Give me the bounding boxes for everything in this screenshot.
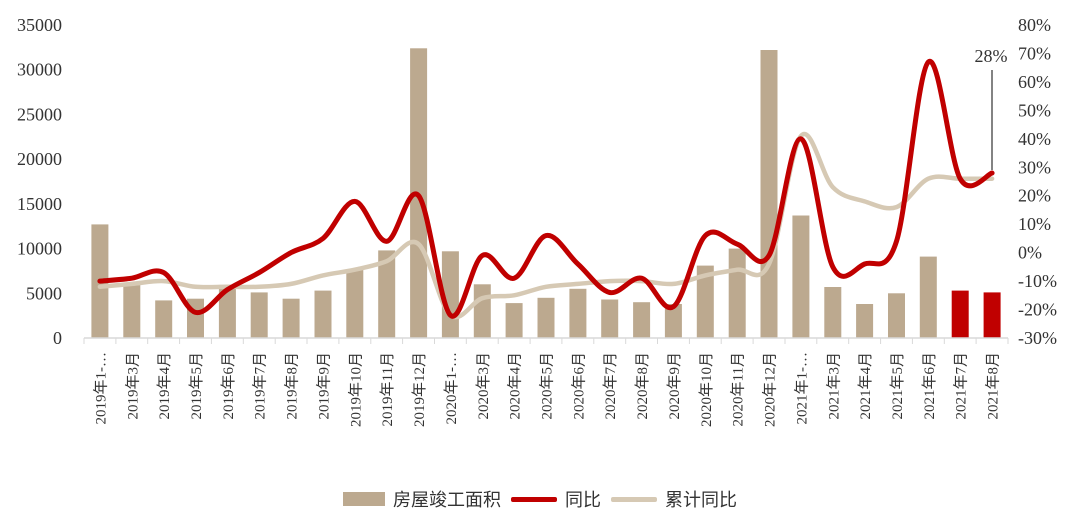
right-axis-tick-label: 30% — [1018, 157, 1051, 177]
legend-item-completion-area: 房屋竣工面积 — [343, 486, 501, 512]
completion-area-bar — [473, 284, 491, 338]
completion-area-bar — [760, 50, 778, 338]
x-axis-label: 2021年6月 — [921, 352, 938, 420]
x-axis-label: 2021年8月 — [985, 352, 1002, 420]
x-axis-label: 2020年4月 — [507, 352, 524, 420]
cumulative-yoy-line — [97, 131, 995, 320]
right-axis-tick-label: 80% — [1018, 15, 1051, 35]
completion-area-bar — [250, 292, 268, 338]
x-axis-label: 2019年5月 — [188, 352, 205, 420]
completion-area-bar — [314, 290, 332, 338]
x-axis-label: 2019年8月 — [284, 352, 301, 420]
right-axis-tick-label: 20% — [1018, 186, 1051, 206]
completion-area-bar — [537, 297, 555, 338]
completion-area-bar — [728, 248, 746, 338]
x-axis-label: 2019年4月 — [156, 352, 173, 420]
completion-area-bar — [601, 299, 619, 338]
x-axis-label: 2019年9月 — [316, 352, 333, 420]
completion-area-bar — [155, 300, 173, 338]
right-axis-tick-label: 60% — [1018, 72, 1051, 92]
completion-area-bar — [505, 303, 523, 338]
legend-yoy-line-swatch — [511, 496, 557, 502]
legend-label-yoy: 同比 — [565, 490, 601, 510]
legend-item-yoy: 同比 — [511, 486, 601, 512]
completion-area-bar — [888, 293, 905, 338]
x-axis-label: 2020年6月 — [570, 352, 587, 420]
annotation-label: 28% — [975, 46, 1008, 66]
completion-area-bar — [696, 265, 714, 338]
right-axis-tick-label: 10% — [1018, 214, 1051, 234]
x-axis-label: 2020年5月 — [539, 352, 556, 420]
right-axis-tick-label: -30% — [1018, 328, 1057, 348]
left-axis-tick-label: 0 — [53, 328, 62, 348]
x-axis-label: 2019年6月 — [220, 352, 237, 420]
x-axis-label: 2019年11月 — [379, 352, 396, 426]
left-axis-tick-label: 30000 — [17, 60, 62, 80]
x-axis-label: 2020年1-… — [443, 352, 460, 425]
x-axis-label: 2021年1-… — [793, 352, 810, 425]
x-axis-label: 2019年10月 — [347, 352, 364, 427]
x-axis-label: 2019年1-… — [92, 352, 109, 425]
right-axis-tick-label: -10% — [1018, 271, 1057, 291]
x-axis-label: 2019年7月 — [252, 352, 269, 420]
plot-area: 0 5000 10000 15000 20000 25000 30000 35000 80% 70… — [17, 15, 1057, 427]
completion-area-bar — [919, 256, 937, 338]
completion-area-bar — [951, 290, 969, 338]
completion-area-bar — [346, 270, 364, 338]
left-axis-tick-label: 5000 — [26, 283, 62, 303]
right-axis-tick-label: 0% — [1018, 243, 1042, 263]
legend: 房屋竣工面积 同比 累计同比 — [0, 486, 1080, 512]
completion-area-bar — [983, 292, 1001, 338]
left-axis-tick-label: 20000 — [17, 149, 62, 169]
right-axis-tick-label: 40% — [1018, 129, 1051, 149]
right-axis-tick-label: 50% — [1018, 100, 1051, 120]
completion-area-bar — [378, 250, 396, 338]
completion-area-bar — [123, 284, 141, 338]
x-axis-label: 2020年10月 — [698, 352, 715, 427]
x-axis-label: 2020年8月 — [634, 352, 651, 420]
left-axis-tick-label: 25000 — [17, 104, 62, 124]
completion-area-bar — [218, 287, 236, 338]
legend-label-cumulative-yoy: 累计同比 — [665, 490, 737, 510]
completion-area-bar — [282, 298, 300, 338]
completion-area-bar — [856, 304, 874, 338]
x-axis-label: 2020年7月 — [602, 352, 619, 420]
x-axis-label: 2020年3月 — [475, 352, 492, 420]
x-axis-label: 2019年12月 — [411, 352, 428, 427]
x-axis-label: 2020年9月 — [666, 352, 683, 420]
completion-area-bar — [792, 215, 810, 338]
x-axis-label: 2021年3月 — [825, 352, 842, 420]
legend-cum-line-swatch — [611, 496, 657, 502]
left-axis-tick-label: 15000 — [17, 194, 62, 214]
x-axis-label: 2019年3月 — [124, 352, 141, 420]
yoy-line — [97, 59, 995, 319]
x-axis-label: 2020年12月 — [762, 352, 779, 427]
right-axis-tick-label: 70% — [1018, 44, 1051, 64]
left-axis-tick-label: 35000 — [17, 15, 62, 35]
x-axis-label: 2021年7月 — [953, 352, 970, 420]
completion-area-bar — [569, 288, 587, 338]
legend-item-cumulative-yoy: 累计同比 — [611, 486, 737, 512]
completion-area-bar — [664, 304, 682, 338]
x-axis-label: 2020年11月 — [730, 352, 747, 426]
x-axis-label: 2021年4月 — [857, 352, 874, 420]
x-axis-label: 2021年5月 — [889, 352, 906, 420]
legend-label-completion-area: 房屋竣工面积 — [393, 490, 501, 510]
completion-area-bar — [633, 302, 651, 338]
legend-bar-swatch — [343, 492, 385, 506]
right-axis-tick-label: -20% — [1018, 300, 1057, 320]
completion-area-bar — [824, 287, 842, 338]
left-axis-tick-label: 10000 — [17, 239, 62, 259]
